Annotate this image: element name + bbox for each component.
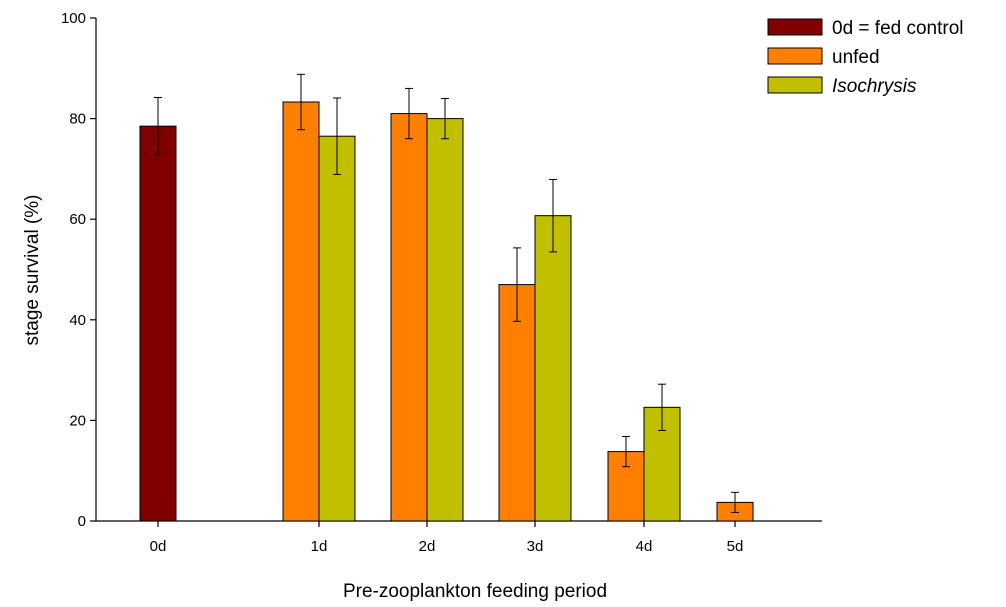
legend: 0d = fed control unfed Isochrysis [767,18,964,97]
y-axis-title: stage survival (%) [22,195,43,346]
x-tick-label: 4d [636,538,653,555]
bar-isochrysis-3d [534,215,572,522]
bar-unfed-1d [282,101,320,522]
y-tick-label: 40 [69,312,86,329]
legend-label: 0d = fed control [832,18,964,39]
x-axis: 0d 1d 2d 3d 4d 5d [96,520,822,555]
y-tick-label: 100 [61,10,86,27]
legend-label: Isochrysis [832,76,917,97]
x-tick-label: 5d [727,538,744,555]
x-tick-label: 0d [150,538,167,555]
y-axis: 0 20 40 60 80 100 [61,10,97,530]
x-tick-label: 1d [311,538,328,555]
y-tick-label: 20 [69,412,86,429]
x-axis-title: Pre-zooplankton feeding period [343,581,607,602]
legend-swatch [767,76,823,94]
y-tick-label: 60 [69,211,86,228]
x-tick-label: 2d [419,538,436,555]
legend-swatch [767,18,823,36]
bar-unfed-2d [390,113,428,522]
legend-swatch [767,47,823,65]
bar-isochrysis-1d [318,135,356,522]
error-bars-group [154,73,739,513]
y-tick-label: 0 [78,513,86,530]
bars-group [139,101,754,522]
legend-label: unfed [832,47,880,68]
bar-0d-fed-control-0d [139,125,177,522]
bar-isochrysis-2d [426,118,464,522]
y-tick-label: 80 [69,111,86,128]
x-tick-label: 3d [527,538,544,555]
